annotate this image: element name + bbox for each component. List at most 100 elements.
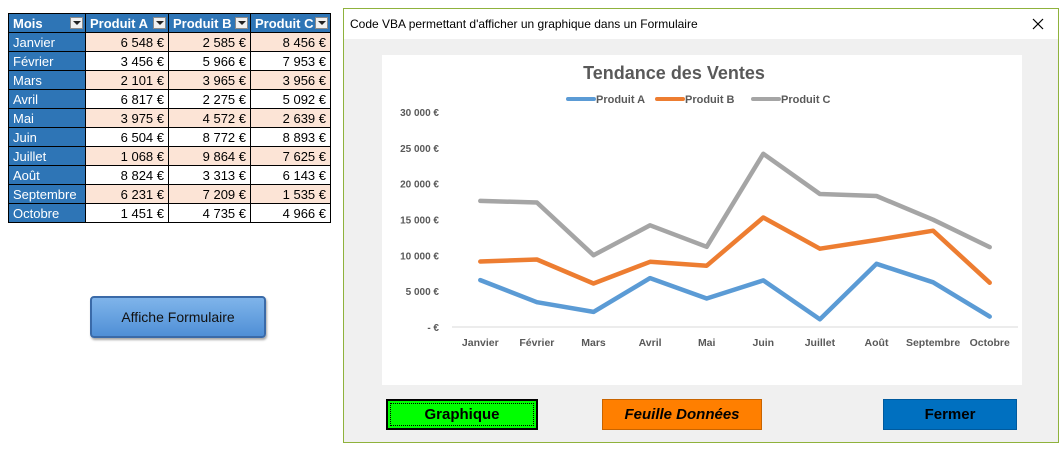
value-cell[interactable]: 3 956 €	[250, 70, 331, 90]
sales-table: Mois Produit A Produit B Produit C Janvi…	[8, 13, 331, 223]
table-row: Juillet 1 068 €9 864 €7 625 €	[8, 146, 331, 166]
show-form-button-label: Affiche Formulaire	[121, 309, 235, 325]
value-cell[interactable]: 7 953 €	[250, 51, 331, 71]
sales-trend-chart: Tendance des Ventes Produit A Produit B Pro…	[400, 63, 1018, 349]
x-tick-label: Mai	[698, 337, 716, 349]
table-row: Avril 6 817 €2 275 €5 092 €	[8, 89, 331, 109]
value-cell[interactable]: 6 143 €	[250, 165, 331, 185]
y-tick-label: 15 000 €	[400, 216, 439, 227]
header-produit-c: Produit C	[250, 13, 331, 33]
value-cell[interactable]: 4 735 €	[168, 203, 251, 223]
table-row: Août 8 824 €3 313 €6 143 €	[8, 165, 331, 185]
month-cell[interactable]: Janvier	[8, 32, 86, 52]
x-tick-label: Septembre	[906, 337, 960, 349]
value-cell[interactable]: 6 817 €	[85, 89, 169, 109]
filter-dropdown-icon[interactable]	[315, 17, 328, 29]
title-bar[interactable]: Code VBA permettant d'afficher un graphi…	[344, 9, 1058, 39]
chart-title: Tendance des Ventes	[583, 63, 765, 83]
value-cell[interactable]: 8 772 €	[168, 127, 251, 147]
header-produit-b: Produit B	[168, 13, 251, 33]
graph-button[interactable]: Graphique	[386, 399, 538, 430]
header-mois: Mois	[8, 13, 86, 33]
table-body: Janvier 6 548 €2 585 €8 456 € Février 3 456…	[8, 32, 331, 223]
value-cell[interactable]: 2 275 €	[168, 89, 251, 109]
value-cell[interactable]: 8 456 €	[250, 32, 331, 52]
data-sheet-button-label: Feuille Données	[624, 406, 740, 423]
value-cell[interactable]: 5 966 €	[168, 51, 251, 71]
month-cell[interactable]: Février	[8, 51, 86, 71]
legend-label: Produit A	[596, 94, 645, 106]
y-tick-label: 25 000 €	[400, 144, 439, 155]
x-tick-label: Juin	[753, 337, 775, 349]
data-sheet-button[interactable]: Feuille Données	[602, 399, 762, 430]
x-tick-label: Avril	[639, 337, 662, 349]
value-cell[interactable]: 1 451 €	[85, 203, 169, 223]
value-cell[interactable]: 3 975 €	[85, 108, 169, 128]
value-cell[interactable]: 7 625 €	[250, 146, 331, 166]
x-tick-label: Octobre	[970, 337, 1010, 349]
x-tick-label: Janvier	[462, 337, 499, 349]
legend-label: Produit B	[685, 94, 735, 106]
filter-dropdown-icon[interactable]	[153, 17, 166, 29]
value-cell[interactable]: 8 824 €	[85, 165, 169, 185]
value-cell[interactable]: 7 209 €	[168, 184, 251, 204]
table-row: Janvier 6 548 €2 585 €8 456 €	[8, 32, 331, 52]
value-cell[interactable]: 3 313 €	[168, 165, 251, 185]
userform-window: Code VBA permettant d'afficher un graphi…	[343, 8, 1059, 443]
header-produit-a: Produit A	[85, 13, 169, 33]
month-cell[interactable]: Mars	[8, 70, 86, 90]
x-tick-label: Février	[519, 337, 554, 349]
series-line-3	[478, 151, 992, 258]
header-label: Produit A	[90, 15, 149, 31]
month-cell[interactable]: Septembre	[8, 184, 86, 204]
month-cell[interactable]: Août	[8, 165, 86, 185]
month-cell[interactable]: Octobre	[8, 203, 86, 223]
filter-dropdown-icon[interactable]	[70, 17, 83, 29]
table-header-row: Mois Produit A Produit B Produit C	[8, 13, 331, 33]
close-icon	[1032, 18, 1044, 30]
value-cell[interactable]: 6 548 €	[85, 32, 169, 52]
y-tick-label: 10 000 €	[400, 251, 439, 262]
header-label: Produit C	[255, 15, 314, 31]
table-row: Février 3 456 €5 966 €7 953 €	[8, 51, 331, 71]
graph-button-label: Graphique	[424, 406, 500, 423]
table-row: Septembre 6 231 €7 209 €1 535 €	[8, 184, 331, 204]
value-cell[interactable]: 6 231 €	[85, 184, 169, 204]
value-cell[interactable]: 4 966 €	[250, 203, 331, 223]
series-line-1	[478, 261, 992, 322]
value-cell[interactable]: 8 893 €	[250, 127, 331, 147]
chart-image: Tendance des Ventes Produit A Produit B Pro…	[382, 55, 1022, 385]
month-cell[interactable]: Mai	[8, 108, 86, 128]
show-form-button[interactable]: Affiche Formulaire	[90, 296, 266, 338]
value-cell[interactable]: 9 864 €	[168, 146, 251, 166]
value-cell[interactable]: 3 456 €	[85, 51, 169, 71]
month-cell[interactable]: Avril	[8, 89, 86, 109]
value-cell[interactable]: 4 572 €	[168, 108, 251, 128]
table-row: Juin 6 504 €8 772 €8 893 €	[8, 127, 331, 147]
y-tick-label: 30 000 €	[400, 108, 439, 119]
value-cell[interactable]: 2 101 €	[85, 70, 169, 90]
value-cell[interactable]: 6 504 €	[85, 127, 169, 147]
value-cell[interactable]: 1 068 €	[85, 146, 169, 166]
value-cell[interactable]: 2 585 €	[168, 32, 251, 52]
table-row: Octobre 1 451 €4 735 €4 966 €	[8, 203, 331, 223]
month-cell[interactable]: Juillet	[8, 146, 86, 166]
filter-dropdown-icon[interactable]	[235, 17, 248, 29]
header-label: Mois	[13, 15, 43, 31]
value-cell[interactable]: 1 535 €	[250, 184, 331, 204]
value-cell[interactable]: 2 639 €	[250, 108, 331, 128]
legend-label: Produit C	[781, 94, 831, 106]
value-cell[interactable]: 5 092 €	[250, 89, 331, 109]
y-tick-label: 5 000 €	[406, 287, 440, 298]
table-row: Mai 3 975 €4 572 €2 639 €	[8, 108, 331, 128]
x-tick-label: Mars	[581, 337, 606, 349]
table-row: Mars 2 101 €3 965 €3 956 €	[8, 70, 331, 90]
month-cell[interactable]: Juin	[8, 127, 86, 147]
series-line-2	[478, 215, 992, 286]
close-button[interactable]: Fermer	[883, 399, 1017, 430]
close-window-button[interactable]	[1018, 9, 1058, 39]
y-tick-label: - €	[427, 323, 439, 334]
value-cell[interactable]: 3 965 €	[168, 70, 251, 90]
x-tick-label: Août	[865, 337, 889, 349]
y-tick-label: 20 000 €	[400, 180, 439, 191]
